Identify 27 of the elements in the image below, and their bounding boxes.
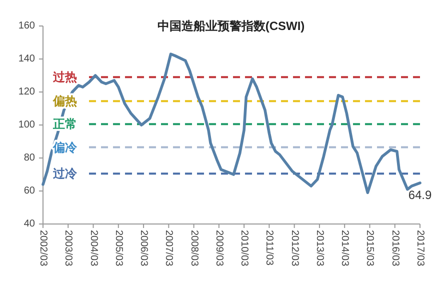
x-tick-label: 2004/03 xyxy=(88,230,99,267)
x-tick-label: 2009/03 xyxy=(213,230,224,267)
y-tick-label: 160 xyxy=(18,20,36,32)
x-tick-label: 2002/03 xyxy=(38,230,48,267)
x-tick-label: 2013/03 xyxy=(314,230,325,267)
x-tick-label: 2014/03 xyxy=(339,230,350,267)
x-tick-label: 2007/03 xyxy=(163,230,174,267)
x-tick-label: 2010/03 xyxy=(238,230,250,267)
x-tick-label: 2003/03 xyxy=(62,230,74,267)
y-tick-label: 40 xyxy=(24,218,36,230)
data-label: 64.9 xyxy=(408,188,432,202)
x-tick-label: 2015/03 xyxy=(364,230,376,267)
y-tick-label: 100 xyxy=(18,120,36,130)
y-tick-label: 140 xyxy=(18,54,36,64)
x-tick-label: 2017/03 xyxy=(414,230,426,267)
y-tick-label: 120 xyxy=(18,86,36,98)
x-tick-label: 2005/03 xyxy=(112,230,124,267)
y-tick-label: 80 xyxy=(24,152,36,164)
x-tick-label: 2012/03 xyxy=(288,230,300,267)
x-tick-label: 2011/03 xyxy=(264,230,275,266)
chart-title: 中国造船业预警指数(CSWI) xyxy=(157,19,305,33)
x-tick-label: 2016/03 xyxy=(389,230,400,267)
ref-line-label: 过热 xyxy=(53,70,77,84)
x-tick-label: 2006/03 xyxy=(138,230,150,267)
ref-line-label: 过冷 xyxy=(53,166,77,181)
x-tick-label: 2008/03 xyxy=(188,230,200,267)
y-tick-label: 60 xyxy=(24,186,36,196)
